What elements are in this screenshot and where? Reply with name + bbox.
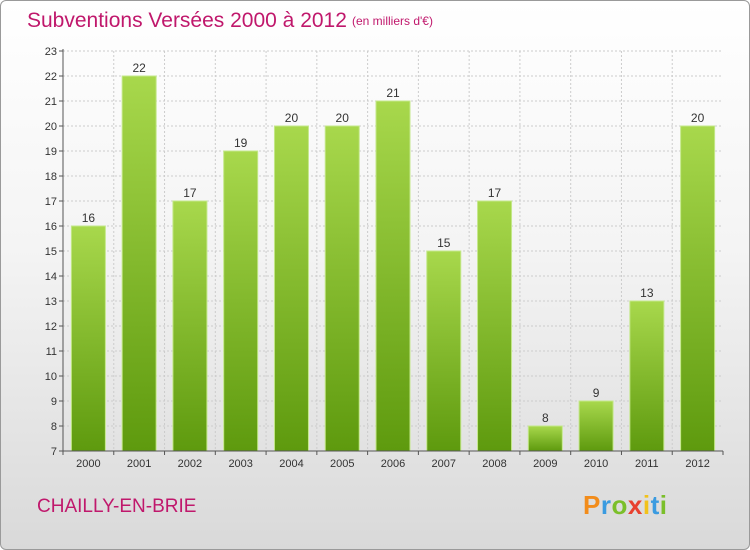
x-tick-label-2007: 2007 (432, 458, 456, 470)
y-tick-label: 13 (45, 296, 57, 308)
x-tick-label-2012: 2012 (685, 458, 709, 470)
value-label-2003: 19 (234, 136, 248, 150)
logo-letter: o (611, 490, 628, 520)
bar-2010 (578, 400, 614, 452)
bar-2002 (172, 200, 208, 452)
y-tick-label: 19 (45, 146, 57, 158)
value-label-2011: 13 (640, 286, 654, 300)
bar-2009 (527, 425, 563, 452)
bar-2005 (324, 125, 360, 452)
proxiti-logo: Proxiti (583, 490, 667, 521)
x-tick-label-2002: 2002 (178, 458, 202, 470)
x-tick-label-2009: 2009 (533, 458, 557, 470)
bar-2007 (426, 250, 462, 452)
logo-letter: i (659, 490, 668, 520)
logo-letter: P (583, 490, 601, 520)
logo-letter: x (627, 490, 643, 520)
bar-2006 (375, 100, 411, 452)
y-tick-label: 21 (45, 96, 57, 108)
bar-2011 (629, 300, 665, 452)
chart-subtitle: (en milliers d'€) (352, 14, 433, 28)
x-tick-label-2004: 2004 (279, 458, 303, 470)
value-label-2004: 20 (285, 111, 299, 125)
chart-title: Subventions Versées 2000 à 2012 (27, 9, 347, 32)
value-label-2008: 17 (488, 186, 502, 200)
y-tick-label: 11 (46, 346, 57, 358)
y-tick-label: 12 (45, 321, 57, 333)
y-tick-label: 18 (45, 171, 57, 183)
x-tick-label-2010: 2010 (584, 458, 608, 470)
bar-2004 (273, 125, 309, 452)
value-label-2001: 22 (132, 61, 146, 75)
value-label-2012: 20 (691, 111, 705, 125)
x-tick-label-2001: 2001 (127, 458, 151, 470)
value-label-2007: 15 (437, 236, 451, 250)
y-tick-label: 22 (45, 71, 57, 83)
y-tick-label: 8 (51, 421, 57, 433)
x-tick-label-2005: 2005 (330, 458, 354, 470)
y-tick-label: 15 (45, 246, 57, 258)
value-label-2006: 21 (386, 86, 400, 100)
value-label-2000: 16 (82, 211, 96, 225)
x-tick-label-2008: 2008 (482, 458, 506, 470)
y-tick-label: 10 (45, 371, 57, 383)
logo-letter: t (650, 490, 660, 520)
axes (59, 49, 724, 455)
x-tick-label-2006: 2006 (381, 458, 405, 470)
y-tick-label: 9 (51, 396, 57, 408)
bar-2001 (121, 75, 157, 452)
x-tick-label-2000: 2000 (76, 458, 100, 470)
logo-letter: i (642, 490, 651, 520)
y-tick-label: 17 (45, 196, 57, 208)
bars (70, 75, 716, 452)
labels: 7 8 9 10 11 12 13 14 15 16 17 18 19 20 21 22 23 16 2000 22 2… (45, 46, 710, 470)
y-tick-label: 14 (45, 271, 57, 283)
bar-2003 (223, 150, 259, 452)
value-label-2009: 8 (542, 411, 549, 425)
logo-letter: r (600, 490, 612, 520)
value-label-2005: 20 (336, 111, 350, 125)
x-tick-label-2003: 2003 (228, 458, 252, 470)
value-label-2002: 17 (183, 186, 197, 200)
bar-2012 (680, 125, 716, 452)
bar-2000 (70, 225, 106, 452)
y-tick-label: 20 (45, 121, 57, 133)
y-tick-label: 7 (51, 446, 57, 458)
commune-name: CHAILLY-EN-BRIE (37, 496, 197, 517)
y-tick-label: 16 (45, 221, 57, 233)
y-tick-label: 23 (45, 46, 57, 58)
bar-2008 (477, 200, 513, 452)
value-label-2010: 9 (593, 386, 600, 400)
x-tick-label-2011: 2011 (635, 458, 659, 470)
